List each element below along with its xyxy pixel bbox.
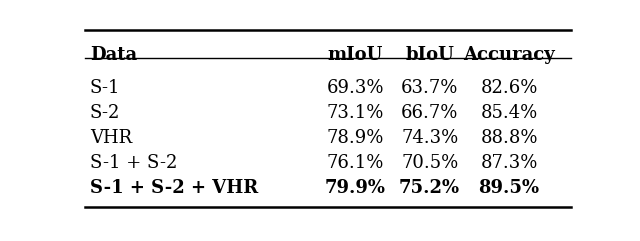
Text: 79.9%: 79.9%: [324, 179, 386, 197]
Text: 66.7%: 66.7%: [401, 104, 458, 122]
Text: 73.1%: 73.1%: [326, 104, 384, 122]
Text: S-1 + S-2: S-1 + S-2: [90, 154, 177, 172]
Text: S-1: S-1: [90, 79, 120, 97]
Text: 78.9%: 78.9%: [326, 129, 384, 147]
Text: bIoU: bIoU: [405, 46, 454, 64]
Text: 74.3%: 74.3%: [401, 129, 458, 147]
Text: 89.5%: 89.5%: [479, 179, 540, 197]
Text: S-1 + S-2 + VHR: S-1 + S-2 + VHR: [90, 179, 258, 197]
Text: 63.7%: 63.7%: [401, 79, 458, 97]
Text: 76.1%: 76.1%: [326, 154, 384, 172]
Text: 85.4%: 85.4%: [481, 104, 538, 122]
Text: 70.5%: 70.5%: [401, 154, 458, 172]
Text: 88.8%: 88.8%: [480, 129, 538, 147]
Text: S-2: S-2: [90, 104, 120, 122]
Text: Data: Data: [90, 46, 137, 64]
Text: 87.3%: 87.3%: [481, 154, 538, 172]
Text: 69.3%: 69.3%: [326, 79, 384, 97]
Text: VHR: VHR: [90, 129, 132, 147]
Text: mIoU: mIoU: [328, 46, 383, 64]
Text: 75.2%: 75.2%: [399, 179, 460, 197]
Text: 82.6%: 82.6%: [481, 79, 538, 97]
Text: Accuracy: Accuracy: [463, 46, 555, 64]
